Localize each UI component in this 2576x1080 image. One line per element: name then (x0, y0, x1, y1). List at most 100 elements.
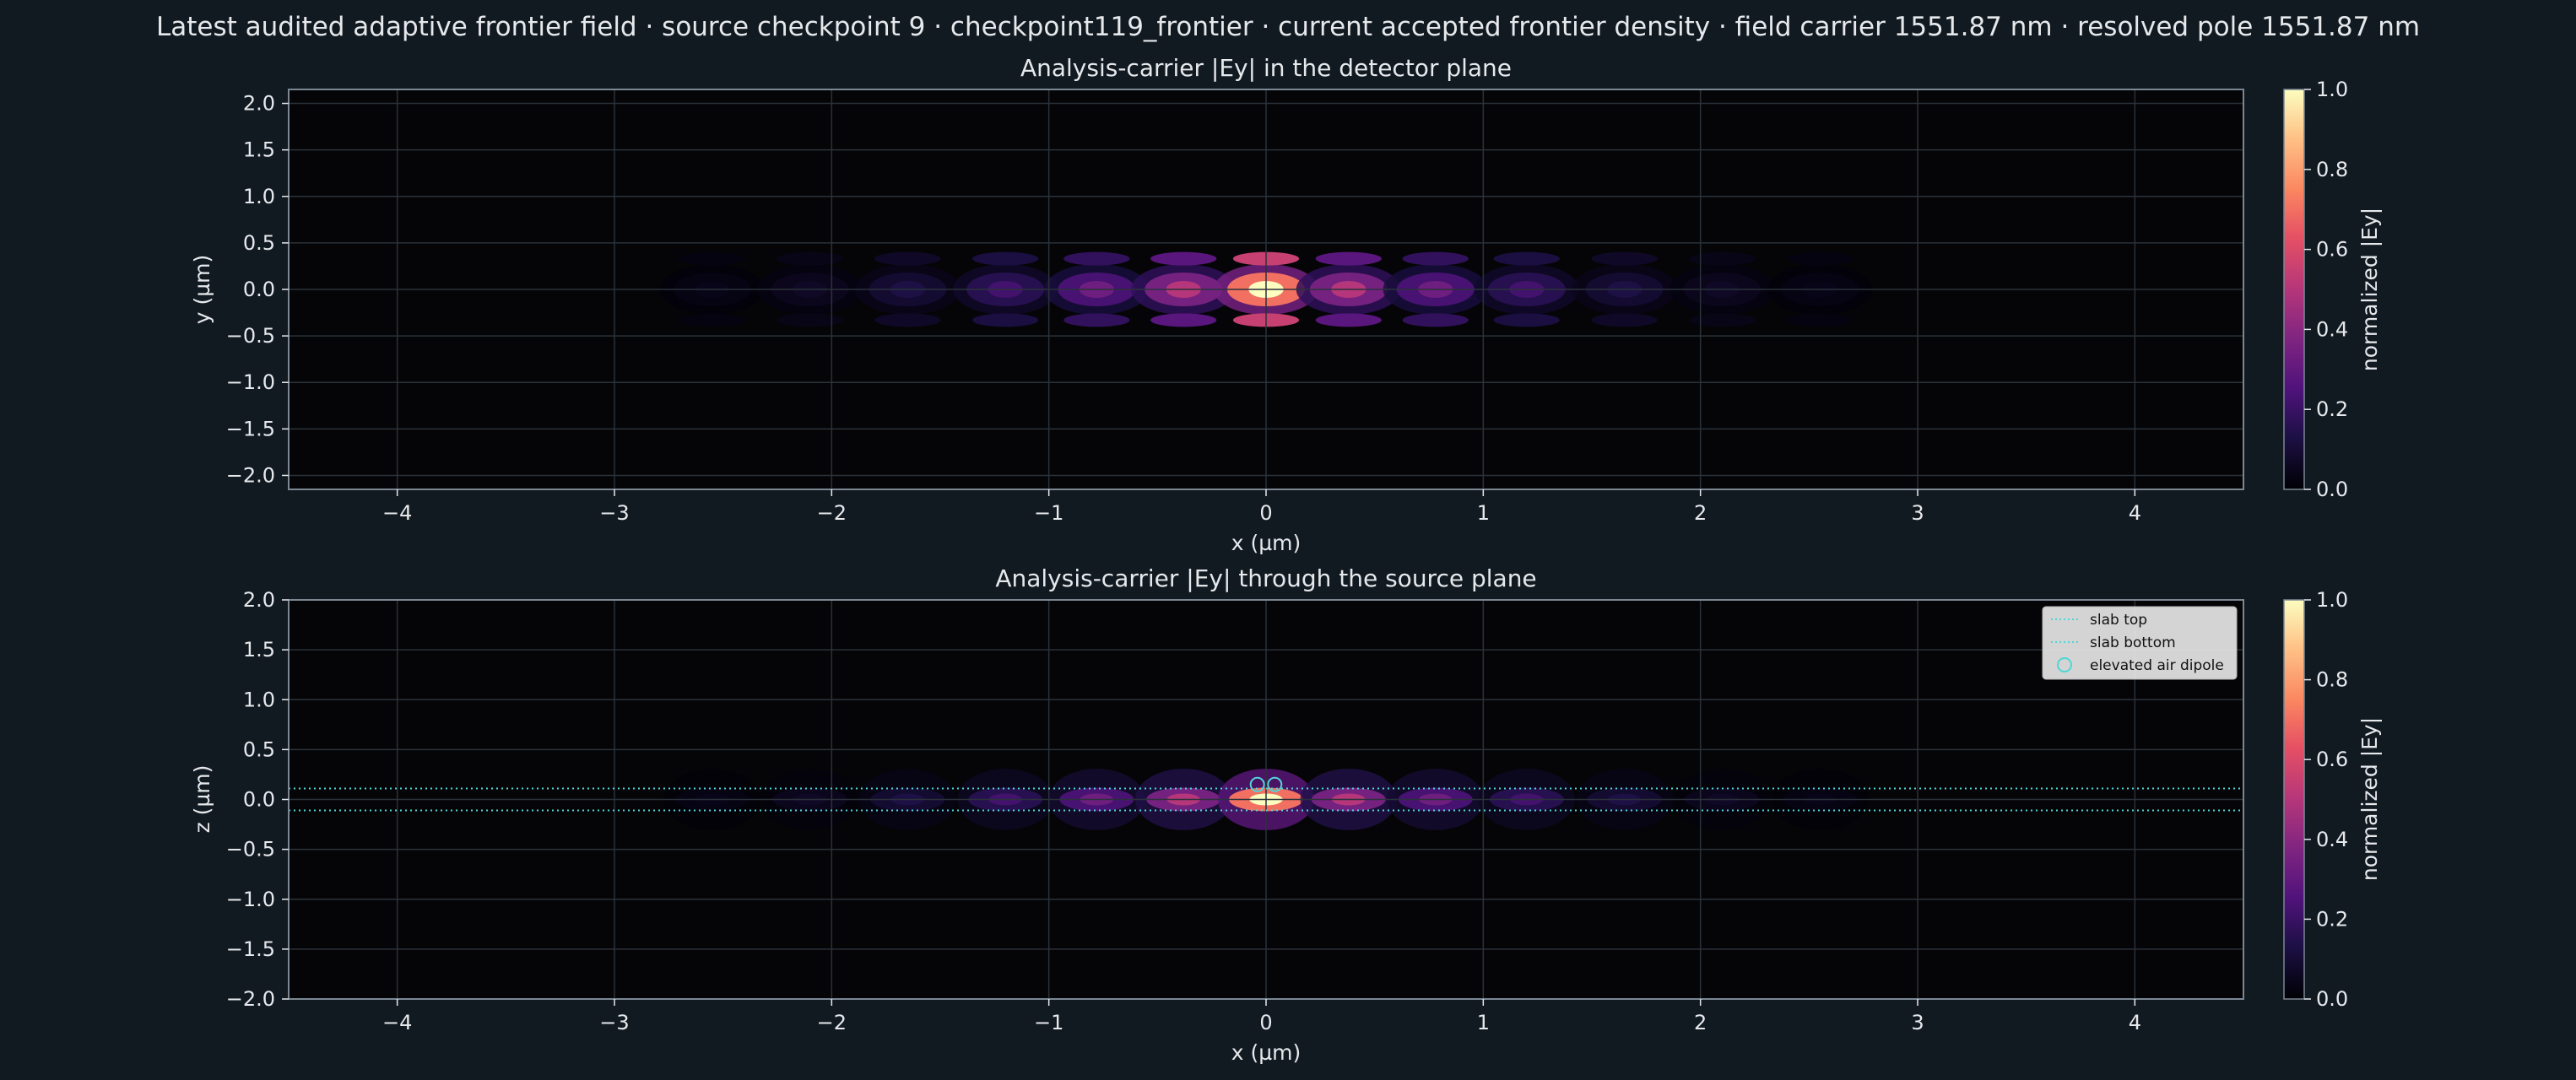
x-tick-label: 1 (1477, 501, 1490, 525)
colorbar-tick-label: 0.2 (2316, 907, 2348, 931)
y-tick-label: −1.5 (226, 417, 275, 440)
field-side-lobe (1402, 251, 1469, 266)
y-axis-label: z (µm) (190, 765, 214, 834)
y-tick-label: −1.5 (226, 937, 275, 961)
colorbar-ticks: 0.0 0.2 0.4 0.6 0.8 1.0 (2304, 78, 2348, 501)
x-tick-label: −2 (817, 1011, 847, 1034)
y-tick-label: 1.0 (243, 688, 275, 711)
x-axis: −4 −3 −2 −1 0 1 2 3 4 (382, 489, 2141, 525)
y-tick-label: 0.5 (243, 737, 275, 761)
y-axis: −2.0 −1.5 −1.0 −0.5 0.0 0.5 1.0 1.5 2.0 (226, 588, 289, 1011)
field-side-lobe (1150, 251, 1217, 266)
field-side-lobe (1591, 313, 1658, 327)
field-side-lobe (1689, 313, 1756, 327)
x-tick-label: 3 (1911, 1011, 1924, 1034)
field-side-lobe (1689, 251, 1756, 266)
y-axis-label: y (µm) (190, 255, 214, 325)
legend-label: slab top (2090, 612, 2147, 629)
x-tick-label: 1 (1477, 1011, 1490, 1034)
panel-title: Analysis-carrier |Ey| through the source… (995, 564, 1536, 592)
field-side-lobe (1315, 251, 1382, 266)
field-side-lobe (1063, 313, 1130, 327)
colorbar-tick-label: 1.0 (2316, 78, 2348, 101)
colorbar-tick-label: 0.4 (2316, 317, 2348, 341)
x-tick-label: 2 (1694, 1011, 1707, 1034)
colorbar-tick-label: 0.0 (2316, 987, 2348, 1011)
x-tick-label: 4 (2129, 1011, 2141, 1034)
x-axis: −4 −3 −2 −1 0 1 2 3 4 (382, 999, 2141, 1034)
x-tick-label: 3 (1911, 501, 1924, 525)
field-side-lobe (679, 251, 745, 266)
y-tick-label: −2.0 (226, 463, 275, 487)
colorbar-tick-label: 0.6 (2316, 748, 2348, 771)
colorbar-tick-label: 0.6 (2316, 238, 2348, 262)
panel-detector-plane: Analysis-carrier |Ey| in the detector pl… (190, 54, 2382, 555)
legend-label: elevated air dipole (2090, 657, 2224, 674)
field-side-lobe (679, 313, 745, 327)
y-tick-label: 1.5 (243, 638, 275, 662)
x-tick-label: 4 (2129, 501, 2141, 525)
colorbar (2283, 89, 2305, 490)
y-tick-label: −1.0 (226, 370, 275, 394)
legend-label: slab bottom (2090, 634, 2176, 651)
field-side-lobe (1787, 313, 1854, 327)
y-tick-label: −0.5 (226, 838, 275, 861)
field-side-lobe (777, 313, 843, 327)
colorbar-tick-label: 0.8 (2316, 668, 2348, 692)
y-tick-label: 0.5 (243, 231, 275, 255)
field-side-lobe (874, 313, 941, 327)
field-side-lobe (1787, 251, 1854, 266)
panel-title: Analysis-carrier |Ey| in the detector pl… (1020, 54, 1512, 82)
x-tick-label: −3 (599, 1011, 629, 1034)
x-axis-label: x (µm) (1231, 531, 1302, 555)
field-side-lobe (1493, 251, 1560, 266)
field-side-lobe (777, 251, 843, 266)
x-tick-label: −1 (1034, 501, 1063, 525)
panel-source-plane: Analysis-carrier |Ey| through the source… (190, 564, 2382, 1065)
legend-box (2042, 606, 2238, 680)
field-side-lobe (972, 313, 1039, 327)
x-tick-label: −4 (382, 501, 412, 525)
colorbar-tick-label: 0.4 (2316, 828, 2348, 851)
x-axis-label: x (µm) (1231, 1040, 1302, 1065)
dipole-marker (1267, 776, 1283, 792)
colorbar (2283, 599, 2305, 1000)
x-tick-label: 0 (1259, 1011, 1272, 1034)
colorbar-label: normalized |Ey| (2357, 208, 2382, 371)
y-tick-label: −2.0 (226, 987, 275, 1011)
y-tick-label: 0.0 (243, 788, 275, 812)
y-tick-label: 2.0 (243, 588, 275, 612)
colorbar-tick-label: 0.8 (2316, 158, 2348, 181)
colorbar-tick-label: 1.0 (2316, 588, 2348, 612)
x-tick-label: 0 (1259, 501, 1272, 525)
dipole-marker (1249, 776, 1265, 792)
field-side-lobe (1402, 313, 1469, 327)
figure-title: Latest audited adaptive frontier field ·… (156, 12, 2420, 42)
x-tick-label: −1 (1034, 1011, 1063, 1034)
field-side-lobe (874, 251, 941, 266)
colorbar-label: normalized |Ey| (2357, 717, 2382, 881)
y-tick-label: 1.5 (243, 138, 275, 162)
x-tick-label: −3 (599, 501, 629, 525)
y-tick-label: −0.5 (226, 324, 275, 348)
field-side-lobe (1591, 251, 1658, 266)
y-tick-label: 2.0 (243, 92, 275, 116)
colorbar-tick-label: 0.2 (2316, 397, 2348, 421)
field-side-lobe (1150, 313, 1217, 327)
x-tick-label: 2 (1694, 501, 1707, 525)
y-tick-label: −1.0 (226, 888, 275, 911)
colorbar-ticks: 0.0 0.2 0.4 0.6 0.8 1.0 (2304, 588, 2348, 1011)
y-axis: −2.0 −1.5 −1.0 −0.5 0.0 0.5 1.0 1.5 2.0 (226, 92, 289, 487)
dipole-markers (1249, 776, 1283, 792)
field-side-lobe (972, 251, 1039, 266)
field-side-lobe (1315, 313, 1382, 327)
y-tick-label: 0.0 (243, 278, 275, 301)
field-side-lobe (1493, 313, 1560, 327)
x-tick-label: −2 (817, 501, 847, 525)
field-side-lobe (1063, 251, 1130, 266)
grid (289, 89, 2243, 489)
legend: slab top slab bottom elevated air dipole (2042, 606, 2238, 680)
x-tick-label: −4 (382, 1011, 412, 1034)
legend-swatch-dipole (2057, 657, 2072, 672)
